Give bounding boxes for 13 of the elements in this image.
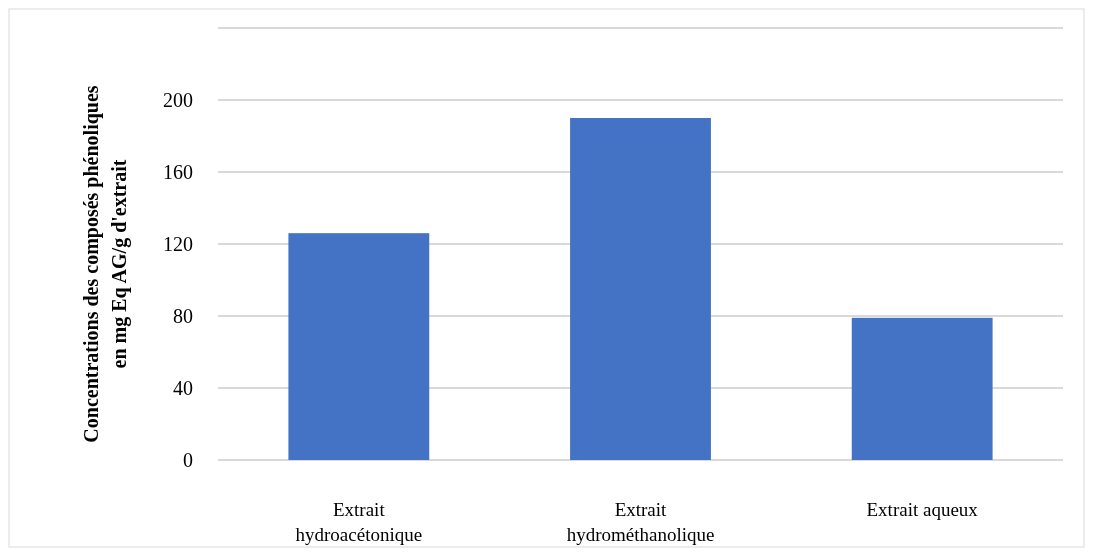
y-tick-label: 0 bbox=[183, 449, 193, 471]
x-tick-label: Extrait hydrométhanolique bbox=[566, 499, 715, 545]
bar bbox=[851, 317, 993, 460]
y-tick-label: 80 bbox=[173, 305, 193, 327]
bar bbox=[288, 233, 430, 460]
bar bbox=[570, 118, 711, 460]
x-tick-label: Extrait aqueux bbox=[866, 499, 979, 520]
y-tick-label: 160 bbox=[163, 161, 193, 183]
y-axis-title: Concentrations des composés phénoliques en mg Eq AG/g d'extrait bbox=[80, 85, 131, 443]
y-tick-label: 40 bbox=[173, 377, 193, 399]
y-tick-label: 120 bbox=[163, 233, 193, 255]
y-tick-label: 200 bbox=[163, 89, 193, 111]
x-tick-label: Extrait hydroacétonique bbox=[295, 499, 423, 545]
